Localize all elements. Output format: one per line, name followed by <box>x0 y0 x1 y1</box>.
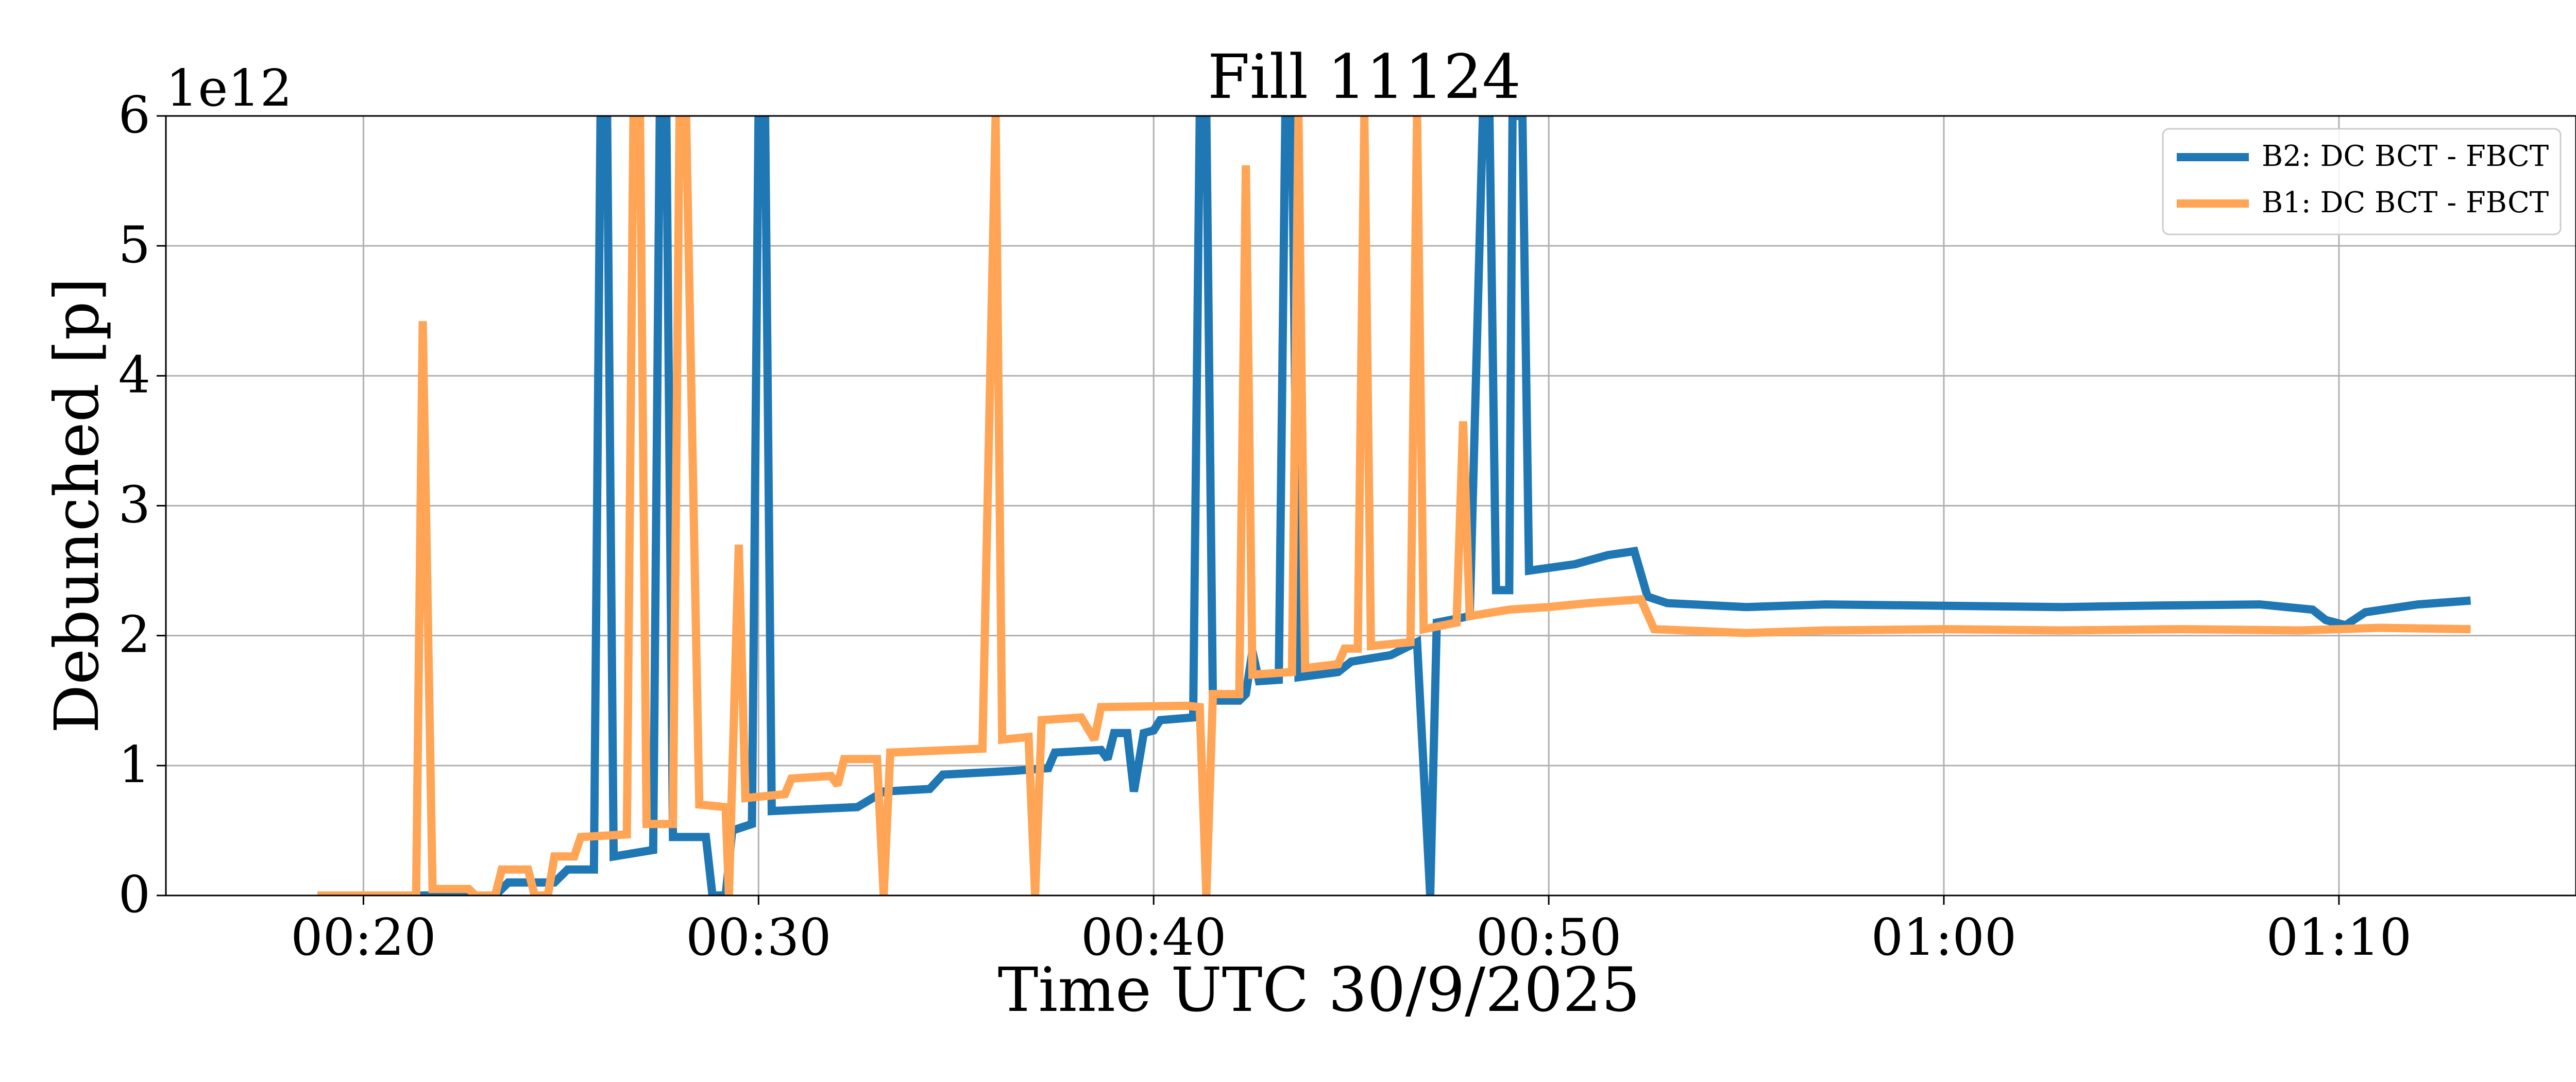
y-tick-label: 5 <box>118 216 150 275</box>
x-tick-label: 00:40 <box>1081 908 1226 967</box>
axis-ticks <box>157 115 2340 905</box>
y-offset-label: 1e12 <box>166 59 292 118</box>
series-line-b2 <box>317 116 2471 895</box>
legend-label-b1: B1: DC BCT - FBCT <box>2262 186 2549 219</box>
x-tick-label: 00:20 <box>291 908 436 967</box>
y-tick-label: 4 <box>118 346 150 404</box>
x-tick-label: 01:00 <box>1871 908 2016 967</box>
chart-title: Fill 11124 <box>1208 41 1521 112</box>
y-tick-label: 1 <box>118 736 150 794</box>
series-line-b1 <box>317 116 2471 895</box>
x-tick-labels: 00:20 00:30 00:40 00:50 01:00 01:10 <box>291 908 2412 967</box>
x-tick-label: 01:10 <box>2266 908 2412 967</box>
legend-label-b2: B2: DC BCT - FBCT <box>2262 140 2549 173</box>
x-tick-label: 00:50 <box>1476 908 1621 967</box>
y-tick-label: 2 <box>118 606 150 665</box>
y-tick-labels: 0 1 2 3 4 5 6 <box>118 86 150 924</box>
y-tick-label: 3 <box>118 476 150 535</box>
legend: B2: DC BCT - FBCT B1: DC BCT - FBCT <box>2162 128 2562 235</box>
series-lines <box>317 116 2471 895</box>
x-axis-label: Time UTC 30/9/2025 <box>998 954 1640 1025</box>
x-tick-label: 00:30 <box>686 908 831 967</box>
y-tick-label: 0 <box>118 866 150 924</box>
y-axis-label: Debunched [p] <box>41 278 112 734</box>
legend-box <box>2162 128 2562 235</box>
y-tick-label: 6 <box>118 86 150 145</box>
